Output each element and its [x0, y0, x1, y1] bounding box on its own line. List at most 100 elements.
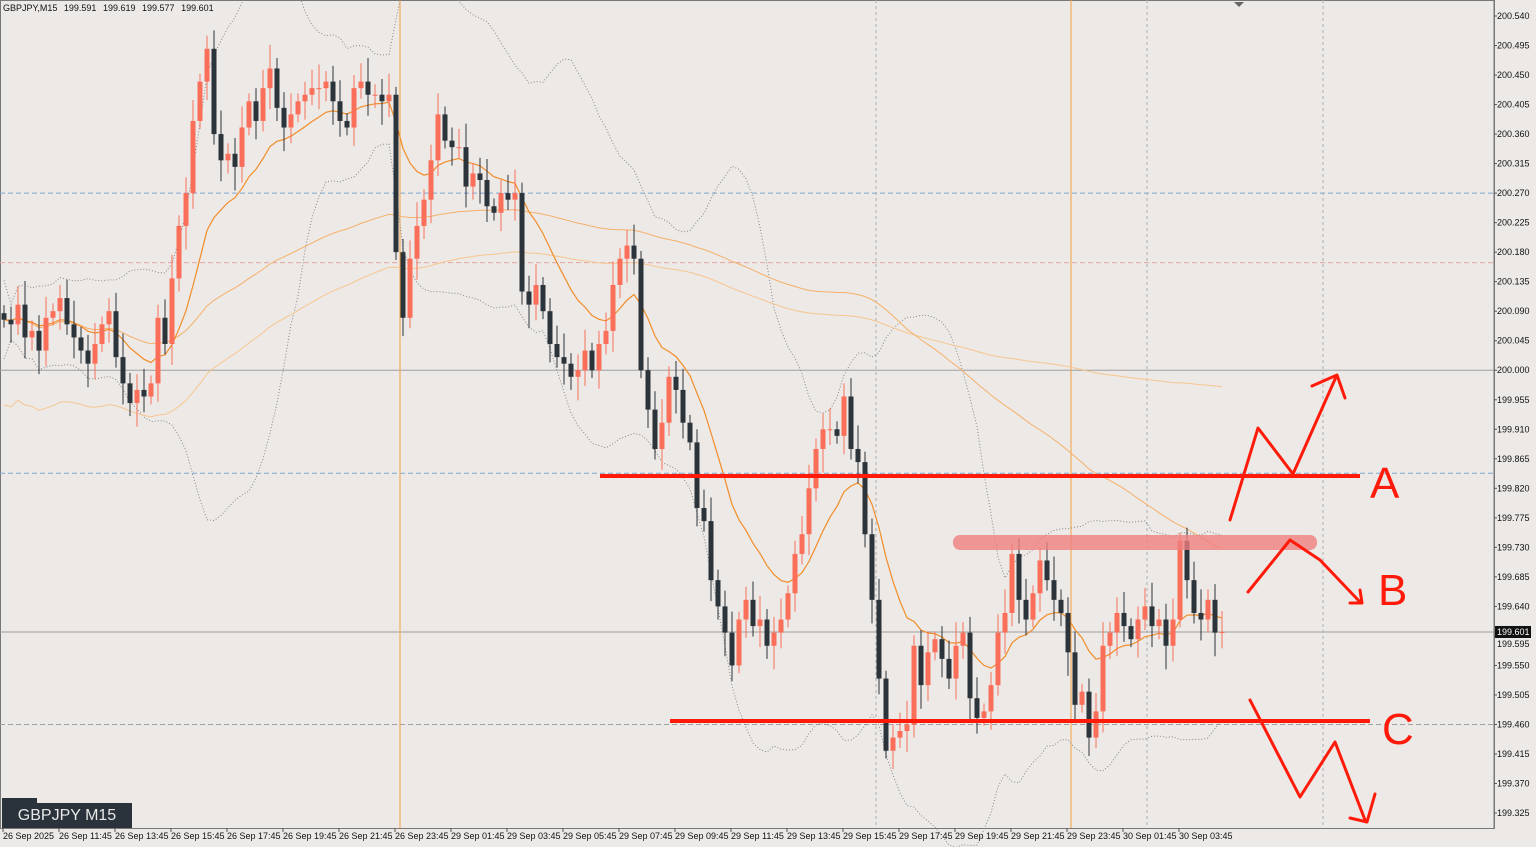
price-tick-label: 200.045 [1497, 336, 1530, 346]
candle-bearish [36, 330, 42, 351]
candle-bearish [1121, 612, 1127, 627]
time-tick-label: 29 Sep 01:45 [451, 831, 505, 841]
price-tick-label: 200.450 [1497, 70, 1530, 80]
candle-bullish [414, 225, 420, 259]
price-tick-label: 199.415 [1497, 749, 1530, 759]
candle-bearish [869, 534, 875, 600]
price-tick-label: 199.730 [1497, 542, 1530, 552]
candle-bullish [204, 48, 210, 82]
candle-bearish [505, 193, 511, 200]
price-tick-label: 200.315 [1497, 159, 1530, 169]
candle-bearish [1149, 606, 1155, 627]
candle-bearish [652, 409, 658, 449]
candle-bearish [281, 107, 287, 128]
candle-bearish [484, 180, 490, 207]
ohlc-open: 199.591 [63, 3, 97, 13]
candle-bearish [631, 245, 637, 259]
candle-bearish [120, 357, 126, 384]
candle-bullish [1079, 691, 1085, 705]
candle-bearish [750, 599, 756, 627]
candle-bullish [757, 619, 763, 627]
candle-bullish [43, 317, 49, 351]
candle-bearish [715, 580, 721, 607]
candle-bearish [232, 153, 238, 167]
candle-bullish [1037, 560, 1043, 594]
candle-bullish [785, 593, 791, 620]
candle-bearish [393, 94, 399, 253]
candle-bearish [939, 639, 945, 659]
candle-bullish [1135, 619, 1141, 640]
candle-bearish [519, 193, 525, 292]
time-tick-label: 29 Sep 09:45 [675, 831, 729, 841]
bollinger-lower [3, 143, 1223, 847]
candles [1, 30, 1225, 770]
candle-bullish [1107, 632, 1113, 646]
candle-bullish [92, 344, 98, 364]
candle-bearish [855, 448, 861, 463]
price-tick-label: 199.685 [1497, 572, 1530, 582]
candle-bearish [1, 313, 7, 320]
candle-bearish [1184, 540, 1190, 581]
candle-bearish [463, 147, 469, 187]
candle-bullish [743, 599, 749, 620]
user-drawings[interactable]: A B C [600, 373, 1414, 824]
candle-bullish [582, 350, 588, 371]
candle-bearish [1023, 599, 1029, 620]
candle-bullish [197, 81, 203, 121]
price-tick-label: 199.820 [1497, 483, 1530, 493]
ohlc-high: 199.619 [102, 3, 136, 13]
price-tick-label: 199.595 [1497, 639, 1530, 649]
candle-bearish [974, 698, 980, 718]
price-tick-label: 200.090 [1497, 306, 1530, 316]
candle-bullish [239, 127, 245, 167]
time-tick-label: 29 Sep 17:45 [899, 831, 953, 841]
badge-tab [2, 798, 37, 803]
candle-bearish [918, 645, 924, 686]
candle-bullish [911, 645, 917, 725]
candle-bearish [883, 678, 889, 751]
candle-bullish [1009, 553, 1015, 613]
current-price-marker [1495, 625, 1531, 638]
price-tick-label: 199.460 [1497, 719, 1530, 729]
price-tick-label: 199.325 [1497, 808, 1530, 818]
candle-bullish [778, 619, 784, 633]
candle-bullish [421, 199, 427, 226]
candle-bullish [372, 94, 378, 96]
candle-bearish [1044, 560, 1050, 581]
candle-bearish [127, 383, 133, 404]
candle-bullish [820, 429, 826, 449]
time-tick-label: 29 Sep 07:45 [619, 831, 673, 841]
candle-bullish [148, 383, 154, 397]
candle-bearish [722, 606, 728, 633]
candle-bullish [1205, 599, 1211, 620]
chart-header: GBPJPY,M15 199.591 199.619 199.577 199.6… [3, 3, 218, 13]
candle-bearish [64, 298, 70, 325]
price-tick-label: 199.910 [1497, 424, 1530, 434]
candle-bullish [99, 324, 105, 344]
candle-bullish [428, 160, 434, 200]
candle-bullish [575, 370, 581, 377]
candle-bearish [848, 396, 854, 449]
candle-bearish [1065, 612, 1071, 653]
current-price-label: 199.601 [1497, 627, 1530, 637]
candle-bearish [701, 508, 707, 522]
candle-bullish [358, 81, 364, 89]
ohlc-close: 199.601 [181, 3, 214, 13]
candle-bullish [533, 284, 539, 305]
candle-bullish [295, 101, 301, 115]
candle-bullish [1093, 711, 1099, 738]
time-tick-label: 26 Sep 11:45 [59, 831, 112, 841]
candle-bearish [1212, 599, 1218, 633]
candle-bearish [1128, 626, 1134, 640]
ma-slow-line [3, 209, 1223, 550]
candle-bullish [771, 632, 777, 646]
candle-bullish [904, 724, 910, 732]
price-tick-label: 200.540 [1497, 11, 1530, 21]
annotation-label-B: B [1378, 566, 1407, 615]
candle-bearish [526, 291, 532, 305]
candle-bullish [316, 88, 322, 90]
annotation-label-A: A [1370, 459, 1400, 508]
candle-bearish [218, 134, 224, 161]
candle-bearish [1058, 599, 1064, 613]
